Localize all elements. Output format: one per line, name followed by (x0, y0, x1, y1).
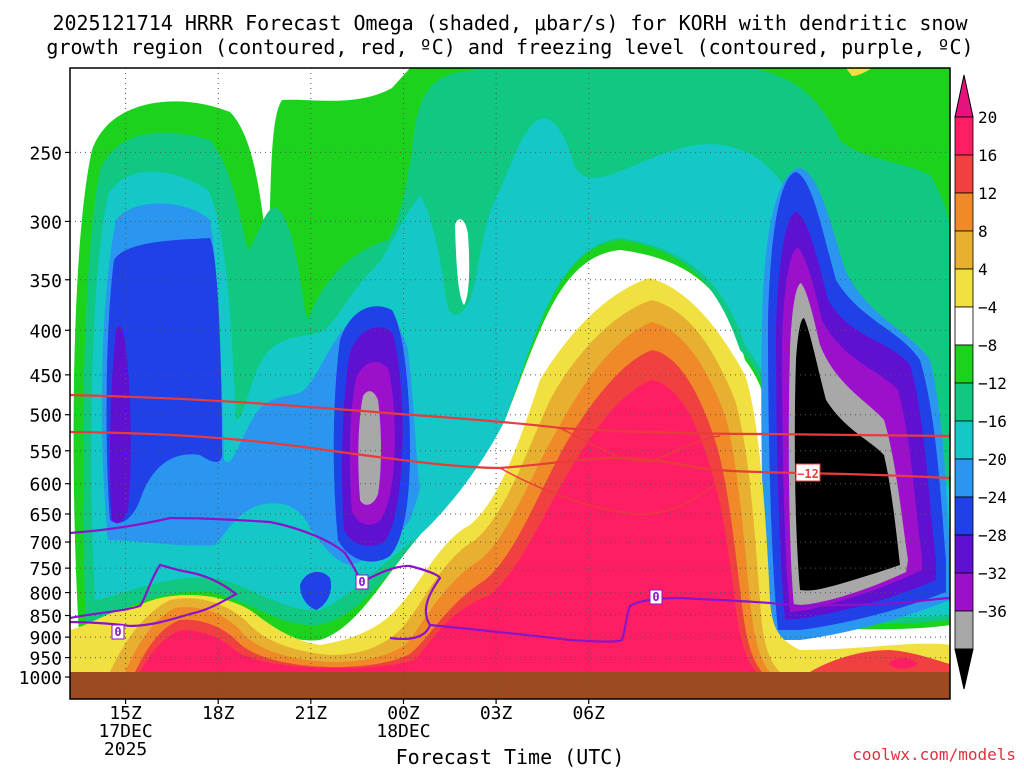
colorbar-swatch (954, 496, 974, 536)
colorbar-swatch (954, 116, 974, 156)
colorbar-label: 4 (978, 260, 988, 279)
freezing-contour-west (70, 516, 363, 583)
colorbar-label: 12 (978, 184, 997, 203)
freezing-contour-label: 0 (652, 590, 659, 604)
freezing-contour-west-loop (361, 564, 442, 641)
y-tick-label: 400 (29, 321, 62, 342)
y-tick-label: 250 (29, 143, 62, 164)
colorbar-swatch (954, 192, 974, 232)
y-tick-label: 650 (29, 505, 62, 526)
colorbar-label: −8 (978, 336, 997, 355)
y-tick-label: 550 (29, 442, 62, 463)
x-tick-label: 15Z (109, 703, 142, 724)
colorbar-swatch (954, 344, 974, 384)
omega-pos-southeast-core (888, 658, 918, 669)
freezing-contour-label: 0 (358, 575, 365, 589)
ground-layer (70, 672, 950, 699)
y-tick-label: 800 (29, 584, 62, 605)
credit-text: coolwx.com/models (852, 745, 1016, 764)
colorbar-swatch (954, 230, 974, 270)
y-tick-label: 600 (29, 475, 62, 496)
chart-title-line-1: 2025121714 HRRR Forecast Omega (shaded, … (52, 11, 968, 35)
colorbar-label: −32 (978, 564, 1007, 583)
x-tick-label: 06Z (572, 703, 605, 724)
colorbar-swatch (954, 572, 974, 612)
dgz-contour-inner (499, 427, 721, 515)
chart-title-line-2: growth region (contoured, red, ºC) and f… (46, 35, 973, 59)
freezing-label-box-2 (355, 574, 369, 590)
y-tick-label: 900 (29, 628, 62, 649)
omega-core-east-neg36 (794, 318, 900, 591)
x-tick-label: 03Z (480, 703, 513, 724)
freezing-label-box-3 (649, 589, 663, 605)
omega-shaded-field (70, 68, 950, 699)
omega-pos-southeast-band (810, 650, 950, 672)
y-tick-label: 500 (29, 406, 62, 427)
plot-frame (69, 67, 951, 700)
colorbar-label: −16 (978, 412, 1007, 431)
y-tick-label: 750 (29, 559, 62, 580)
omega-pos20-lower (140, 380, 756, 672)
omega-white-slot (455, 219, 470, 305)
y-tick-label: 850 (29, 607, 62, 628)
y-tick-label: 350 (29, 271, 62, 292)
omega-pocket-low-neg20 (300, 571, 332, 610)
dgz-contours: −12 (70, 393, 950, 515)
colorbar-label: −24 (978, 488, 1007, 507)
omega-pos-northeast-corner (846, 68, 872, 76)
y-tick-label: 700 (29, 533, 62, 554)
x-tick-label: 18Z (202, 703, 235, 724)
x-tick-label: 21Z (295, 703, 328, 724)
colorbar-label: −36 (978, 602, 1007, 621)
freezing-contour-label: 0 (114, 625, 121, 639)
x-tick-year-label: 2025 (104, 739, 147, 760)
dgz-contour-upper (70, 393, 950, 438)
colorbar-label: 20 (978, 108, 997, 127)
colorbar-label: 16 (978, 146, 997, 165)
colorbar-label: −20 (978, 450, 1007, 469)
y-axis: 2503003504004505005506006507007508008509… (19, 143, 70, 689)
x-axis-title: Forecast Time (UTC) (396, 745, 625, 768)
grid-lines (70, 68, 950, 699)
freezing-level-contours: 0 0 0 (70, 516, 950, 643)
x-tick-date-label: 17DEC (98, 721, 152, 742)
colorbar-top-arrow (954, 74, 974, 118)
dgz-label-box (795, 463, 821, 482)
x-tick-label: 00Z (387, 703, 420, 724)
y-tick-label: 450 (29, 366, 62, 387)
freezing-contour-low-loop (70, 563, 238, 628)
x-tick-date-label: 18DEC (376, 721, 430, 742)
y-tick-label: 950 (29, 649, 62, 670)
freezing-label-box-1 (111, 624, 125, 640)
omega-core-west-neg20 (106, 238, 223, 524)
y-tick-label: 1000 (19, 668, 62, 689)
omega-core-central-neg32 (358, 391, 381, 505)
colorbar-label: −4 (978, 298, 997, 317)
colorbar-swatch (954, 382, 974, 422)
colorbar-swatch (954, 268, 974, 308)
colorbar-swatch (954, 610, 974, 650)
colorbar-swatch (954, 154, 974, 194)
colorbar-swatch (954, 420, 974, 460)
colorbar-swatch (954, 458, 974, 498)
colorbar-label: −28 (978, 526, 1007, 545)
y-tick-label: 300 (29, 212, 62, 233)
dgz-contour-label: −12 (797, 467, 819, 481)
colorbar: 20 16 12 8 4 −4 −8 −12 −16 −20 −24 −28 −32 −36 (954, 74, 1007, 690)
colorbar-bottom-arrow (954, 648, 974, 690)
colorbar-swatch (954, 534, 974, 574)
colorbar-swatch (954, 306, 974, 346)
colorbar-label: 8 (978, 222, 988, 241)
colorbar-label: −12 (978, 374, 1007, 393)
